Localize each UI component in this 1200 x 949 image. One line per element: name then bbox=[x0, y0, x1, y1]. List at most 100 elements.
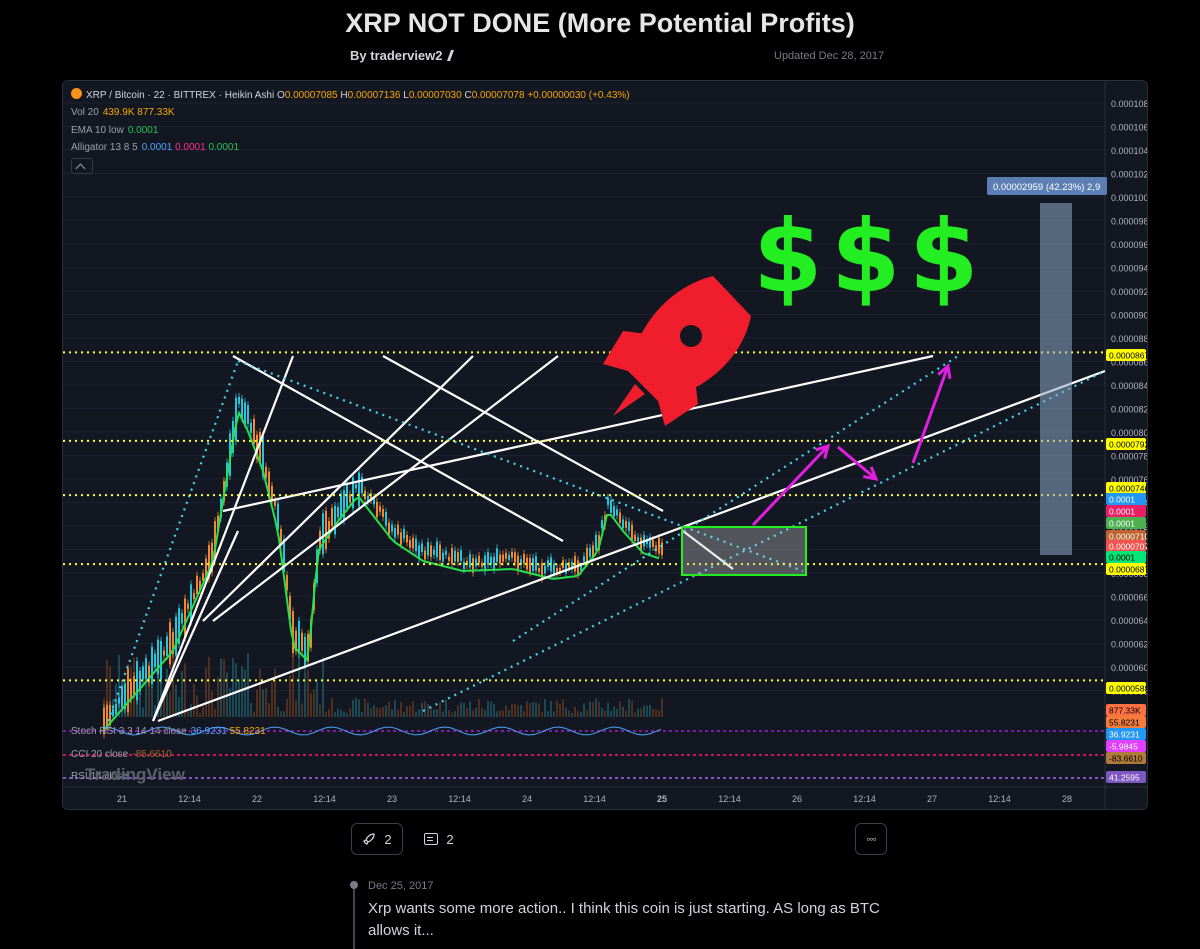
candle-body bbox=[406, 534, 408, 543]
volume-bar bbox=[454, 711, 456, 717]
volume-bar bbox=[166, 668, 168, 717]
chart-canvas[interactable]: 0.00002959 (42.23%) 2,9 $$$ 0.000108000.… bbox=[63, 81, 1147, 809]
candle-body bbox=[457, 552, 459, 562]
boost-button[interactable]: 2 bbox=[351, 823, 403, 855]
cci-value: -85.6610 bbox=[132, 749, 172, 760]
chart-symbol-legend[interactable]: XRP / Bitcoin · 22 · BITTREX · Heikin As… bbox=[71, 88, 630, 101]
volume-bar bbox=[634, 712, 636, 717]
candle-body bbox=[274, 500, 276, 506]
volume-bar bbox=[235, 663, 237, 717]
volume-bar bbox=[175, 684, 177, 717]
legend-rsi[interactable]: RSI 14 close bbox=[71, 771, 132, 782]
candle-body bbox=[622, 519, 624, 529]
candle-body bbox=[118, 697, 120, 704]
volume-bar bbox=[412, 701, 414, 717]
candle-body bbox=[565, 563, 567, 574]
volume-bar bbox=[220, 658, 222, 717]
legend-ema[interactable]: EMA 10 low 0.0001 bbox=[71, 125, 158, 136]
volume-bar bbox=[661, 698, 663, 717]
comments-button[interactable]: 2 bbox=[413, 823, 465, 855]
alligator-jaw: 0.0001 bbox=[141, 142, 173, 153]
candle-body bbox=[409, 539, 411, 548]
candle-body bbox=[199, 580, 201, 591]
candle-body bbox=[451, 547, 453, 564]
volume-bar bbox=[613, 706, 615, 717]
volume-bar bbox=[268, 703, 270, 717]
candle-body bbox=[355, 484, 357, 489]
volume-bar bbox=[148, 683, 150, 717]
legend-volume[interactable]: Vol 20 439.9K 877.33K bbox=[71, 107, 175, 118]
candle-body bbox=[262, 436, 264, 477]
stoch-rsi-line bbox=[102, 726, 662, 736]
candle-body bbox=[247, 405, 249, 424]
candle-body bbox=[595, 534, 597, 551]
candle-body bbox=[613, 506, 615, 517]
legend-collapse-button[interactable] bbox=[71, 158, 93, 174]
time-tick-label: 12:14 bbox=[583, 794, 606, 804]
volume-bar bbox=[535, 702, 537, 717]
candle-body bbox=[436, 541, 438, 558]
candle-body bbox=[556, 568, 558, 574]
candle-body bbox=[295, 630, 297, 652]
volume-bar bbox=[361, 712, 363, 717]
price-tick-label: 0.00006600 bbox=[1111, 593, 1147, 603]
volume-bar bbox=[430, 706, 432, 717]
volume-bar bbox=[154, 705, 156, 717]
volume-bar bbox=[211, 691, 213, 717]
price-tick-label: 0.00007600 bbox=[1111, 475, 1147, 485]
candle-body bbox=[652, 539, 654, 547]
volume-bar bbox=[517, 705, 519, 717]
projection-arrow-up-2 bbox=[911, 365, 950, 464]
trend-line bbox=[222, 354, 934, 513]
volume-bar bbox=[373, 705, 375, 717]
price-badge-label: 0.0001 bbox=[1109, 519, 1135, 529]
volume-bar bbox=[265, 687, 267, 717]
candle-body bbox=[259, 432, 261, 463]
volume-bar bbox=[544, 699, 546, 717]
candle-body bbox=[250, 422, 252, 434]
volume-bar bbox=[631, 700, 633, 717]
volume-bar bbox=[205, 667, 207, 717]
volume-bar bbox=[589, 701, 591, 717]
volume-bar bbox=[475, 707, 477, 717]
volume-bar bbox=[385, 705, 387, 717]
author-link[interactable]: traderview2 bbox=[370, 48, 443, 63]
candle-body bbox=[208, 544, 210, 579]
volume-bar bbox=[292, 656, 294, 717]
trend-line bbox=[382, 355, 664, 512]
candle-body bbox=[445, 550, 447, 555]
volume-bar bbox=[202, 706, 204, 717]
volume-bar bbox=[637, 708, 639, 717]
candle-body bbox=[142, 666, 144, 680]
volume-bar bbox=[136, 698, 138, 717]
candle-body bbox=[538, 568, 540, 573]
low-value: 0.00007030 bbox=[408, 90, 462, 101]
volume-bar bbox=[520, 705, 522, 717]
candle-body bbox=[157, 639, 159, 675]
time-tick-label: 12:14 bbox=[448, 794, 471, 804]
volume-bar bbox=[313, 689, 315, 717]
legend-cci[interactable]: CCI 20 close -85.6610 bbox=[71, 749, 172, 760]
candle-body bbox=[334, 505, 336, 535]
volume-bar bbox=[523, 711, 525, 717]
volume-bar bbox=[508, 710, 510, 717]
candle-body bbox=[418, 545, 420, 560]
volume-bar bbox=[553, 711, 555, 717]
candle-body bbox=[598, 535, 600, 551]
legend-alligator[interactable]: Alligator 13 8 5 0.0001 0.0001 0.0001 bbox=[71, 142, 239, 153]
candle-body bbox=[610, 499, 612, 513]
chart-frame[interactable]: 0.00002959 (42.23%) 2,9 $$$ 0.000108000.… bbox=[62, 80, 1148, 810]
legend-stoch-rsi[interactable]: Stoch RSI 3 3 14 14 close 36.9231 55.8231 bbox=[71, 726, 266, 737]
time-tick-label: 21 bbox=[117, 794, 127, 804]
price-tick-label: 0.00008400 bbox=[1111, 381, 1147, 391]
volume-bar bbox=[367, 702, 369, 717]
candle-body bbox=[478, 555, 480, 563]
volume-bar bbox=[658, 710, 660, 717]
candle-body bbox=[592, 545, 594, 558]
cci-name: CCI 20 close bbox=[71, 749, 129, 760]
more-button[interactable]: ◦◦◦ bbox=[855, 823, 887, 855]
candle-body bbox=[646, 539, 648, 545]
volume-bar bbox=[295, 700, 297, 717]
price-tick-label: 0.00007800 bbox=[1111, 452, 1147, 462]
candle-body bbox=[400, 532, 402, 545]
